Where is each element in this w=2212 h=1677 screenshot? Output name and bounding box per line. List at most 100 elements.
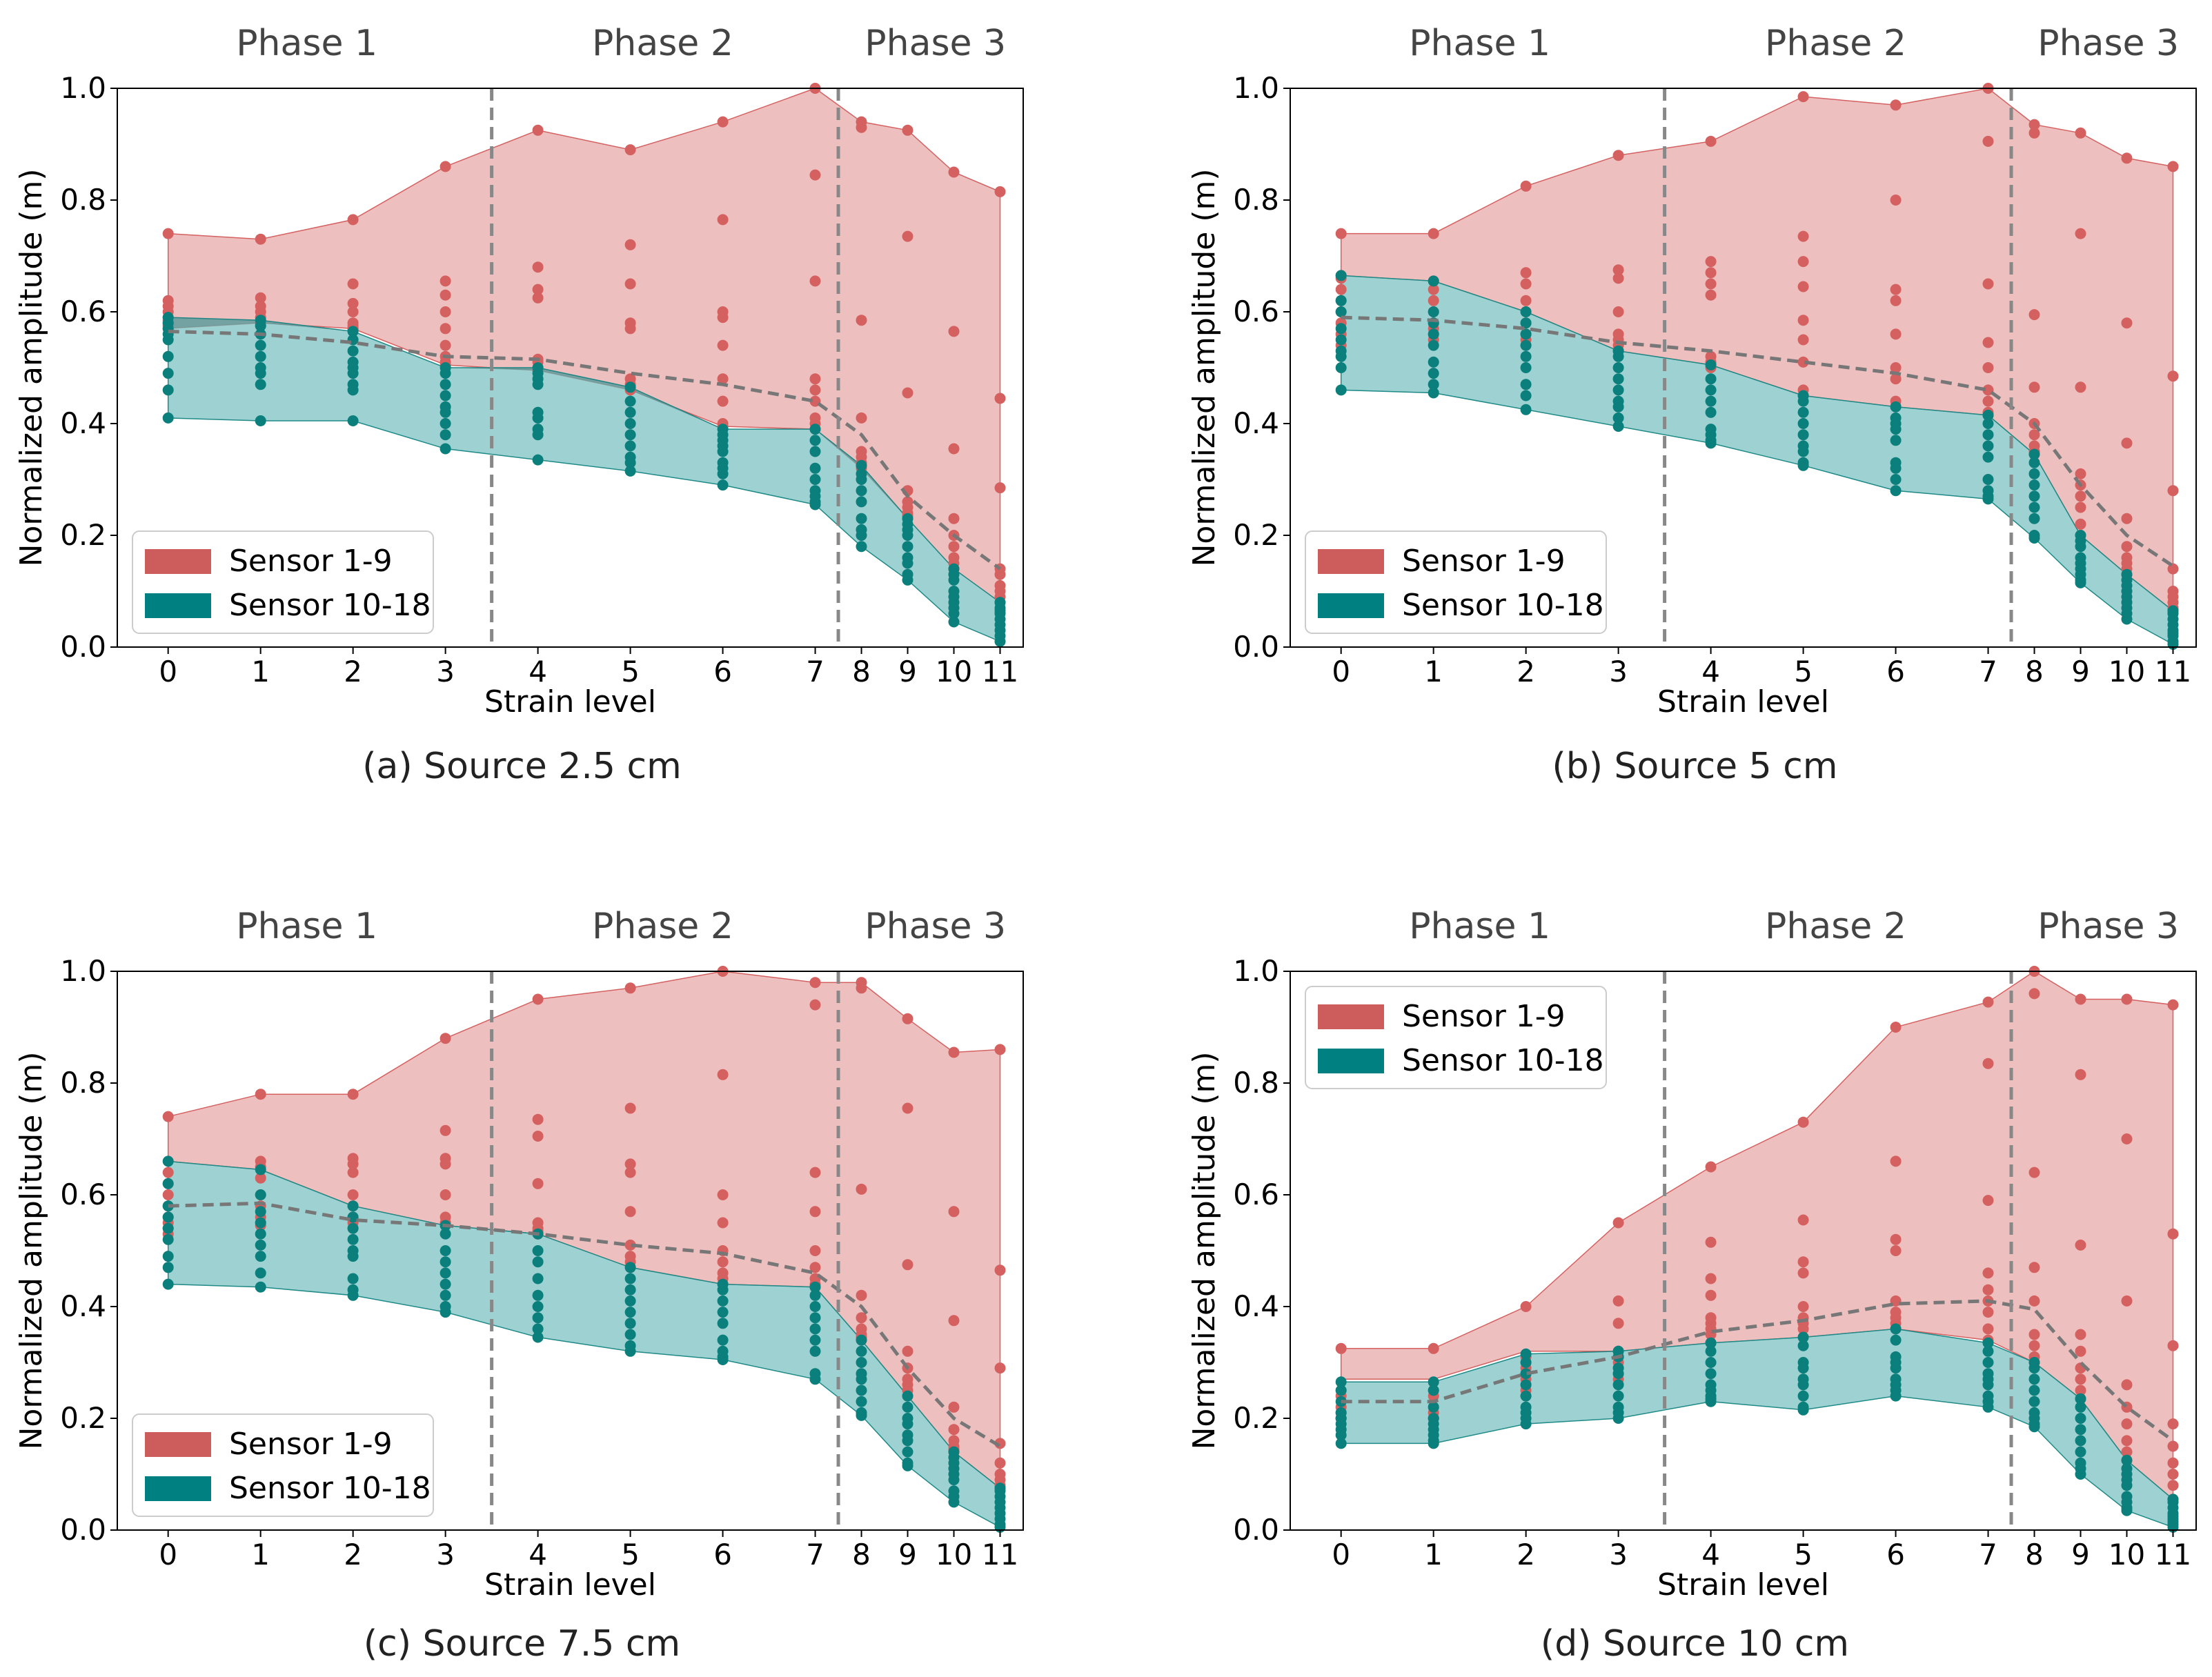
sensor-10-18-point: [532, 412, 544, 424]
sensor-10-18-point: [440, 1307, 451, 1318]
sensor-1-9-point: [717, 1217, 729, 1229]
sensor-10-18-point: [1890, 1362, 1902, 1374]
sensor-10-18-point: [1520, 339, 1532, 351]
legend-swatch: [1318, 1004, 1384, 1029]
sensor-1-9-point: [717, 395, 729, 407]
sensor-10-18-point: [624, 1284, 636, 1296]
sensor-10-18-point: [532, 1323, 544, 1335]
sensor-10-18-point: [440, 443, 451, 455]
sensor-1-9-point: [162, 1189, 174, 1200]
sensor-1-9-point: [902, 387, 914, 399]
sensor-1-9-point: [902, 1013, 914, 1024]
sensor-10-18-point: [1890, 474, 1902, 485]
sensor-1-9-point: [2121, 513, 2133, 524]
sensor-10-18-point: [162, 1222, 174, 1234]
sensor-10-18-point: [1428, 1438, 1439, 1449]
sensor-1-9-point: [1890, 195, 1902, 206]
sensor-1-9-point: [717, 339, 729, 351]
sensor-1-9-point: [1982, 1323, 1994, 1335]
sensor-10-18-point: [255, 379, 266, 390]
sensor-1-9-point: [2075, 502, 2086, 513]
sensor-1-9-point: [1890, 1233, 1902, 1245]
phase-label: Phase 2: [1765, 23, 1906, 64]
sensor-10-18-point: [1520, 306, 1532, 317]
sensor-10-18-point: [255, 1281, 266, 1293]
legend-swatch: [145, 1432, 211, 1457]
sensor-1-9-point: [994, 1264, 1006, 1276]
sensor-10-18-point: [1797, 1379, 1809, 1391]
x-tick-label: 10: [936, 655, 972, 688]
sensor-1-9-point: [717, 116, 729, 128]
sensor-10-18-point: [1705, 1337, 1717, 1349]
sensor-10-18-point: [1982, 474, 1994, 485]
sensor-10-18-point: [162, 1233, 174, 1245]
sensor-10-18-point: [809, 1334, 821, 1346]
sensor-10-18-point: [1890, 435, 1902, 446]
sensor-10-18-point: [1428, 387, 1439, 399]
plot-frame: [117, 971, 1024, 1531]
sensor-10-18-point: [1520, 1379, 1532, 1391]
sensor-1-9-point: [717, 312, 729, 324]
sensor-1-9-point: [1612, 1318, 1624, 1329]
sensor-10-18-point: [1890, 1334, 1902, 1346]
sensor-1-9-point: [2167, 999, 2179, 1011]
sensor-1-9-point: [994, 1457, 1006, 1469]
sensor-10-18-point: [856, 474, 867, 485]
legend: Sensor 1-9 Sensor 10-18: [1305, 986, 1607, 1089]
sensor-1-9-point: [1797, 1267, 1809, 1279]
sensor-10-18-point: [1890, 1323, 1902, 1335]
sensor-10-18-point: [255, 415, 266, 426]
sensor-10-18-point: [162, 1178, 174, 1189]
sensor-1-9-point: [1797, 334, 1809, 346]
sensor-10-18-point: [347, 326, 359, 337]
sensor-10-18-point: [1335, 362, 1347, 373]
legend: Sensor 1-9 Sensor 10-18: [132, 530, 434, 634]
sensor-10-18-point: [624, 465, 636, 477]
x-tick-label: 7: [1979, 655, 1997, 688]
sensor-1-9-point: [624, 1167, 636, 1178]
sensor-1-9-point: [532, 124, 544, 136]
y-tick-label: 1.0: [1233, 954, 1279, 988]
sensor-1-9-point: [1982, 135, 1994, 147]
sensor-1-9-point: [1797, 1214, 1809, 1226]
phase-label: Phase 1: [236, 906, 377, 947]
y-tick-label: 0.8: [1233, 1066, 1279, 1100]
plot-frame: [117, 88, 1024, 648]
sensor-10-18-point: [1520, 404, 1532, 415]
sensor-10-18-point: [624, 457, 636, 468]
sensor-10-18-point: [717, 446, 729, 457]
sensor-1-9-point: [2028, 1295, 2040, 1307]
x-tick-label: 6: [713, 655, 732, 688]
sensor-1-9-point: [347, 297, 359, 309]
sensor-1-9-point: [1612, 1295, 1624, 1307]
x-tick-label: 10: [936, 1538, 972, 1571]
sensor-10-18-point: [902, 1446, 914, 1458]
sensor-10-18-point: [1428, 368, 1439, 379]
x-tick-label: 5: [621, 1538, 640, 1571]
sensor-10-18-point: [902, 557, 914, 569]
sensor-10-18-point: [1428, 339, 1439, 351]
sensor-10-18-point: [440, 368, 451, 379]
plot-frame: [1290, 88, 2197, 648]
sensor-10-18-point: [440, 1289, 451, 1301]
y-tick-label: 0.4: [60, 1289, 106, 1323]
sensor-1-9-point: [1890, 1295, 1902, 1307]
x-tick-label: 6: [1886, 655, 1905, 688]
y-tick-label: 0.0: [60, 1513, 106, 1547]
sensor-1-9-point: [2121, 1446, 2133, 1458]
sensor-1-9-point: [2028, 1167, 2040, 1178]
sensor-10-18-point: [809, 1312, 821, 1324]
sensor-10-18-point: [717, 468, 729, 479]
sensor-1-9-point: [1612, 1217, 1624, 1229]
sensor-10-18-point: [162, 384, 174, 396]
sensor-10-18-point: [2075, 1469, 2086, 1480]
sensor-1-9-point: [1982, 1307, 1994, 1318]
phase-label: Phase 3: [2037, 906, 2179, 947]
sensor-1-9-point: [440, 339, 451, 351]
sensor-10-18-point: [717, 479, 729, 491]
sensor-10-18-point: [1428, 328, 1439, 340]
sensor-10-18-point: [1705, 1357, 1717, 1368]
sensor-10-18-point: [255, 1206, 266, 1218]
sensor-10-18-point: [1982, 1379, 1994, 1391]
sensor-1-9-point: [948, 443, 960, 455]
